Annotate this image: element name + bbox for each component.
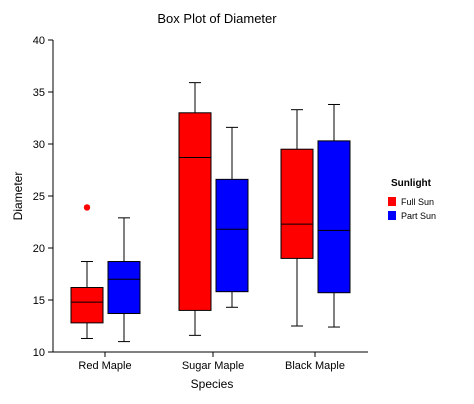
box [280, 148, 314, 259]
y-tick-label: 35 [33, 87, 45, 99]
y-tick-label: 10 [33, 347, 45, 359]
legend: Sunlight Full Sun Part Sun [388, 178, 436, 221]
x-tick-label: Sugar Maple [182, 360, 244, 372]
y-tick-label: 40 [33, 35, 45, 47]
box [107, 261, 141, 315]
legend-label: Part Sun [401, 211, 436, 221]
x-axis: Red Maple Sugar Maple Black Maple [78, 352, 345, 372]
y-tick-label: 30 [33, 139, 45, 151]
legend-title: Sunlight [391, 178, 432, 189]
y-axis: 10 15 20 25 30 35 40 [33, 35, 53, 359]
chart-title: Box Plot of Diameter [157, 11, 277, 26]
y-tick-label: 20 [33, 243, 45, 255]
y-tick-label: 15 [33, 295, 45, 307]
legend-label: Full Sun [401, 197, 434, 207]
series-part-sun [107, 103, 351, 343]
y-tick-label: 25 [33, 191, 45, 203]
x-tick-label: Red Maple [78, 360, 131, 372]
box [70, 287, 104, 324]
box-plot-series [70, 82, 351, 343]
legend-swatch [388, 211, 396, 220]
series-full-sun [70, 82, 314, 339]
box [178, 112, 212, 311]
x-axis-label: Species [191, 377, 234, 391]
box [215, 178, 249, 293]
x-tick-label: Black Maple [285, 360, 345, 372]
legend-swatch [388, 197, 396, 206]
outlier-point [83, 204, 91, 211]
box [317, 140, 351, 294]
y-axis-label: Diameter [11, 172, 25, 221]
